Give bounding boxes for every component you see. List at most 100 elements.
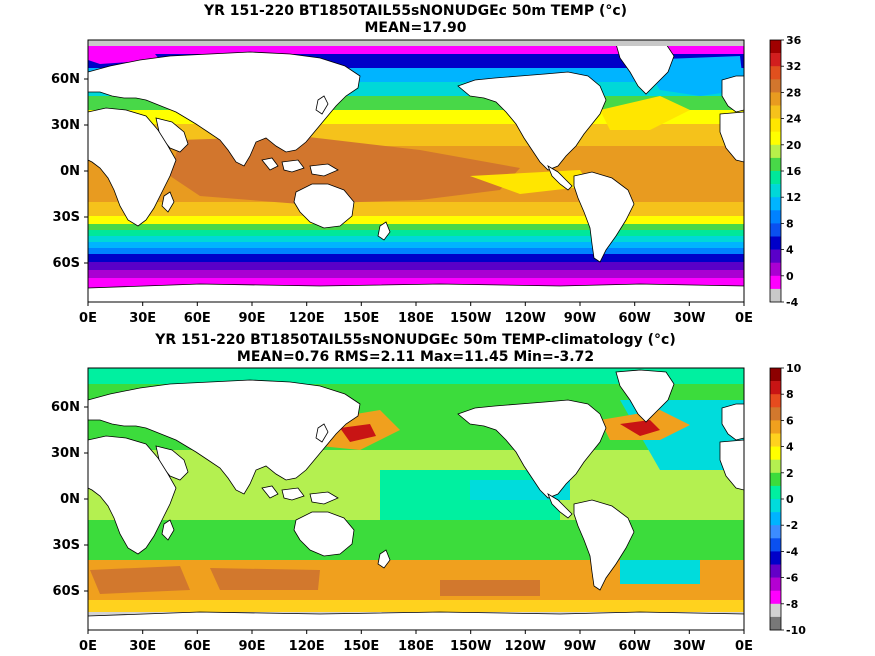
panel1-title-line2: MEAN=17.90 (364, 20, 467, 36)
colorbar-label: 4 (786, 244, 794, 257)
panel2-colorbar: 10 8 6 4 2 0 -2 -4 -6 -8 -10 (769, 362, 806, 637)
colorbar-label: 32 (786, 60, 801, 73)
colorbar-swatch (770, 236, 781, 250)
colorbar-swatch (770, 262, 781, 277)
colorbar-swatch (770, 288, 781, 303)
panel1-lon-tick: 60E (184, 311, 211, 326)
panel2-lat-tick: 30S (53, 538, 80, 553)
colorbar-swatch (770, 105, 781, 119)
panel1-lon-tick: 150W (450, 311, 491, 326)
panel1-lon-tick: 0E (735, 311, 753, 326)
colorbar-swatch (770, 433, 781, 447)
panel1-lon-tick: 30W (673, 311, 705, 326)
colorbar-swatch (770, 394, 781, 408)
panel1-colorbar: 36 32 28 24 20 16 12 8 4 0 -4 (769, 34, 802, 309)
colorbar-swatch (770, 79, 781, 93)
colorbar-swatch (770, 53, 781, 67)
panel1-lon-tick: 120E (289, 311, 325, 326)
panel2-lat-tick: 60N (51, 400, 80, 415)
colorbar-label: -4 (786, 545, 799, 558)
colorbar-swatch (770, 564, 781, 578)
colorbar-label: -2 (786, 519, 798, 532)
panel1-lon-tick: 90E (239, 311, 266, 326)
panel1-map (88, 40, 744, 302)
colorbar-swatch (770, 499, 781, 513)
colorbar-label: 0 (786, 493, 794, 506)
panel2-lat-tick: 30N (51, 446, 80, 461)
panel1-lat-tick: 30N (51, 118, 80, 133)
panel2-lon-tick: 60E (184, 639, 211, 654)
colorbar-label: -8 (786, 598, 798, 611)
panel1-lat-tick: 60N (51, 72, 80, 87)
colorbar-label: 20 (786, 139, 802, 152)
colorbar-swatch (770, 40, 781, 54)
panel2-lon-tick: 60W (618, 639, 650, 654)
panel2-lon-tick: 120E (289, 639, 325, 654)
colorbar-swatch (770, 184, 781, 198)
panel2-lon-tick: 90W (564, 639, 596, 654)
panel2-lon-tick: 0E (735, 639, 753, 654)
panel1-lat-tick: 60S (53, 256, 80, 271)
colorbar-label: -4 (786, 296, 799, 309)
colorbar-label: -6 (786, 572, 799, 585)
colorbar-swatch (770, 538, 781, 552)
panel1-lat-tick: 0N (60, 164, 80, 179)
panel1-lon-tick: 180E (398, 311, 434, 326)
panel2-lon-tick: 90E (239, 639, 266, 654)
panel1-axes: 0E 30E 60E 90E 120E 150E 180E 150W 120W … (51, 72, 753, 326)
panel1-lat-tick: 30S (53, 210, 80, 225)
colorbar-label: 4 (786, 441, 794, 454)
panel2-lon-tick: 30W (673, 639, 705, 654)
colorbar-label: 2 (786, 467, 794, 480)
panel2-lon-tick: 0E (79, 639, 97, 654)
colorbar-swatch (770, 275, 781, 290)
colorbar-swatch (770, 197, 781, 211)
panel2-lon-tick: 150W (450, 639, 491, 654)
colorbar-swatch (770, 144, 781, 159)
colorbar-label: 36 (786, 34, 802, 47)
colorbar-swatch (770, 616, 781, 631)
colorbar-swatch (770, 66, 781, 80)
colorbar-label: 8 (786, 388, 794, 401)
colorbar-swatch (770, 420, 781, 434)
colorbar-label: 16 (786, 165, 802, 178)
colorbar-label: 28 (786, 86, 801, 99)
colorbar-swatch (770, 368, 781, 382)
colorbar-swatch (770, 577, 781, 591)
colorbar-swatch (770, 590, 781, 605)
panel1-lon-tick: 120W (505, 311, 546, 326)
panel2-axes: 0E 30E 60E 90E 120E 150E 180E 150W 120W … (51, 400, 753, 654)
colorbar-label: 24 (786, 113, 802, 126)
colorbar-swatch (770, 485, 781, 500)
colorbar-label: 12 (786, 191, 801, 204)
colorbar-swatch (770, 92, 781, 106)
colorbar-swatch (770, 512, 781, 526)
colorbar-swatch (770, 446, 781, 460)
panel2-lat-tick: 60S (53, 584, 80, 599)
colorbar-swatch (770, 171, 781, 185)
colorbar-swatch (770, 459, 781, 474)
colorbar-swatch (770, 249, 781, 263)
colorbar-swatch (770, 603, 781, 618)
colorbar-swatch (770, 118, 781, 132)
colorbar-swatch (770, 551, 781, 565)
colorbar-swatch (770, 131, 781, 146)
panel2-lat-tick: 0N (60, 492, 80, 507)
colorbar-swatch (770, 210, 781, 224)
colorbar-swatch (770, 157, 781, 172)
colorbar-label: -10 (786, 624, 806, 637)
colorbar-label: 6 (786, 414, 794, 427)
panel2-title-line2: MEAN=0.76 RMS=2.11 Max=11.45 Min=-3.72 (236, 349, 595, 365)
panel1-lon-tick: 30E (129, 311, 156, 326)
panel2-lon-tick: 150E (343, 639, 379, 654)
colorbar-label: 8 (786, 217, 794, 230)
panel2-lon-tick: 120W (505, 639, 546, 654)
panel2-title-line1: YR 151-220 BT1850TAIL55sNONUDGEc 50m TEM… (155, 332, 676, 348)
panel2-map (88, 368, 744, 630)
colorbar-swatch (770, 223, 781, 237)
colorbar-swatch (770, 381, 781, 395)
colorbar-label: 10 (786, 362, 802, 375)
colorbar-label: 0 (786, 270, 794, 283)
panel1-lon-tick: 150E (343, 311, 379, 326)
panel1-lon-tick: 60W (618, 311, 650, 326)
